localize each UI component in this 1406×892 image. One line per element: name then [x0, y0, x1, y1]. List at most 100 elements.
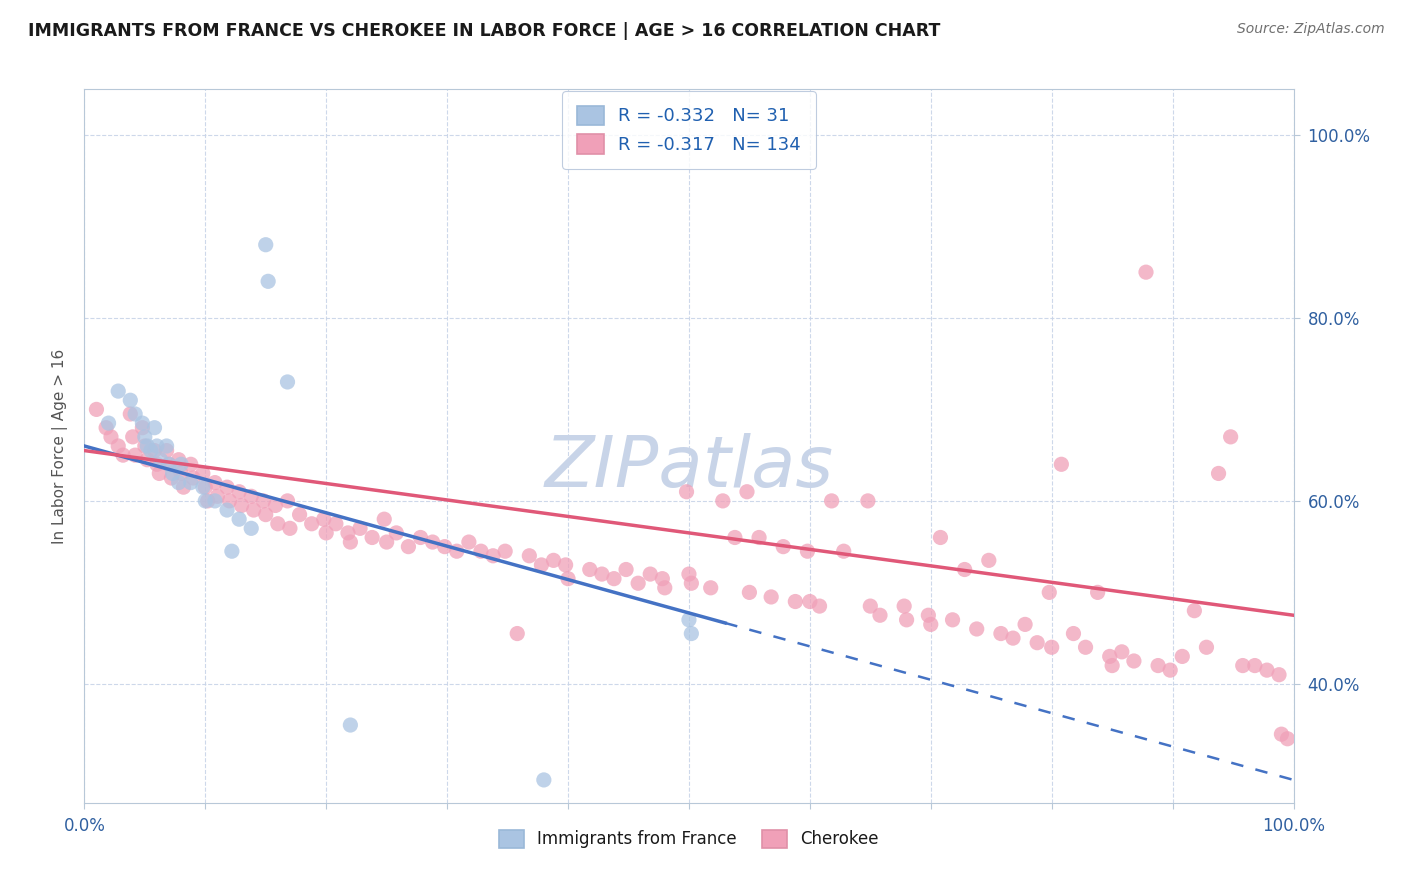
- Point: [517, 549, 540, 563]
- Point: [1232, 658, 1254, 673]
- Point: [1040, 640, 1063, 655]
- Point: [97, 416, 120, 430]
- Point: [1122, 654, 1144, 668]
- Point: [139, 443, 162, 458]
- Point: [155, 439, 177, 453]
- Point: [157, 458, 180, 472]
- Point: [651, 572, 673, 586]
- Point: [1147, 658, 1170, 673]
- Point: [941, 613, 963, 627]
- Point: [361, 531, 384, 545]
- Point: [267, 516, 290, 531]
- Point: [1101, 658, 1123, 673]
- Point: [869, 608, 891, 623]
- Point: [917, 608, 939, 623]
- Point: [86, 402, 108, 417]
- Point: [301, 516, 323, 531]
- Point: [1074, 640, 1097, 655]
- Point: [120, 407, 142, 421]
- Point: [143, 420, 166, 434]
- Point: [181, 471, 204, 485]
- Point: [276, 494, 298, 508]
- Point: [1195, 640, 1218, 655]
- Point: [738, 585, 761, 599]
- Point: [711, 494, 734, 508]
- Point: [124, 407, 146, 421]
- Point: [107, 439, 129, 453]
- Point: [170, 458, 193, 472]
- Point: [197, 494, 219, 508]
- Point: [278, 521, 301, 535]
- Point: [1243, 658, 1265, 673]
- Point: [385, 525, 408, 540]
- Point: [772, 540, 794, 554]
- Point: [207, 489, 229, 503]
- Point: [1001, 631, 1024, 645]
- Legend: Immigrants from France, Cherokee: Immigrants from France, Cherokee: [492, 823, 886, 855]
- Point: [131, 416, 153, 430]
- Point: [194, 494, 217, 508]
- Point: [699, 581, 721, 595]
- Point: [288, 508, 311, 522]
- Point: [1171, 649, 1194, 664]
- Point: [1062, 626, 1084, 640]
- Point: [966, 622, 988, 636]
- Point: [482, 549, 505, 563]
- Point: [681, 626, 703, 640]
- Point: [446, 544, 468, 558]
- Point: [231, 499, 253, 513]
- Point: [336, 525, 359, 540]
- Point: [254, 508, 277, 522]
- Point: [228, 484, 250, 499]
- Point: [215, 480, 238, 494]
- Point: [339, 718, 361, 732]
- Point: [1277, 731, 1299, 746]
- Point: [325, 516, 347, 531]
- Point: [148, 467, 170, 481]
- Point: [107, 384, 129, 398]
- Point: [470, 544, 492, 558]
- Point: [204, 494, 226, 508]
- Point: [748, 531, 770, 545]
- Point: [759, 590, 782, 604]
- Point: [433, 540, 456, 554]
- Text: Source: ZipAtlas.com: Source: ZipAtlas.com: [1237, 22, 1385, 37]
- Point: [920, 617, 942, 632]
- Point: [422, 535, 444, 549]
- Point: [1159, 663, 1181, 677]
- Point: [242, 503, 264, 517]
- Point: [678, 567, 700, 582]
- Point: [614, 562, 637, 576]
- Y-axis label: In Labor Force | Age > 16: In Labor Force | Age > 16: [52, 349, 67, 543]
- Point: [457, 535, 479, 549]
- Point: [977, 553, 1000, 567]
- Point: [678, 613, 700, 627]
- Point: [120, 393, 142, 408]
- Point: [627, 576, 650, 591]
- Point: [578, 562, 600, 576]
- Point: [136, 439, 159, 453]
- Point: [254, 237, 277, 252]
- Point: [131, 420, 153, 434]
- Point: [1087, 585, 1109, 599]
- Point: [1050, 458, 1073, 472]
- Point: [1256, 663, 1278, 677]
- Point: [990, 626, 1012, 640]
- Point: [194, 480, 217, 494]
- Point: [339, 535, 361, 549]
- Text: IMMIGRANTS FROM FRANCE VS CHEROKEE IN LABOR FORCE | AGE > 16 CORRELATION CHART: IMMIGRANTS FROM FRANCE VS CHEROKEE IN LA…: [28, 22, 941, 40]
- Point: [94, 420, 117, 434]
- Point: [121, 430, 143, 444]
- Point: [349, 521, 371, 535]
- Point: [257, 274, 280, 288]
- Point: [240, 489, 263, 503]
- Point: [557, 572, 579, 586]
- Point: [409, 531, 432, 545]
- Point: [143, 443, 166, 458]
- Point: [654, 581, 676, 595]
- Point: [530, 558, 553, 572]
- Point: [603, 572, 626, 586]
- Point: [100, 430, 122, 444]
- Point: [167, 475, 190, 490]
- Point: [893, 599, 915, 613]
